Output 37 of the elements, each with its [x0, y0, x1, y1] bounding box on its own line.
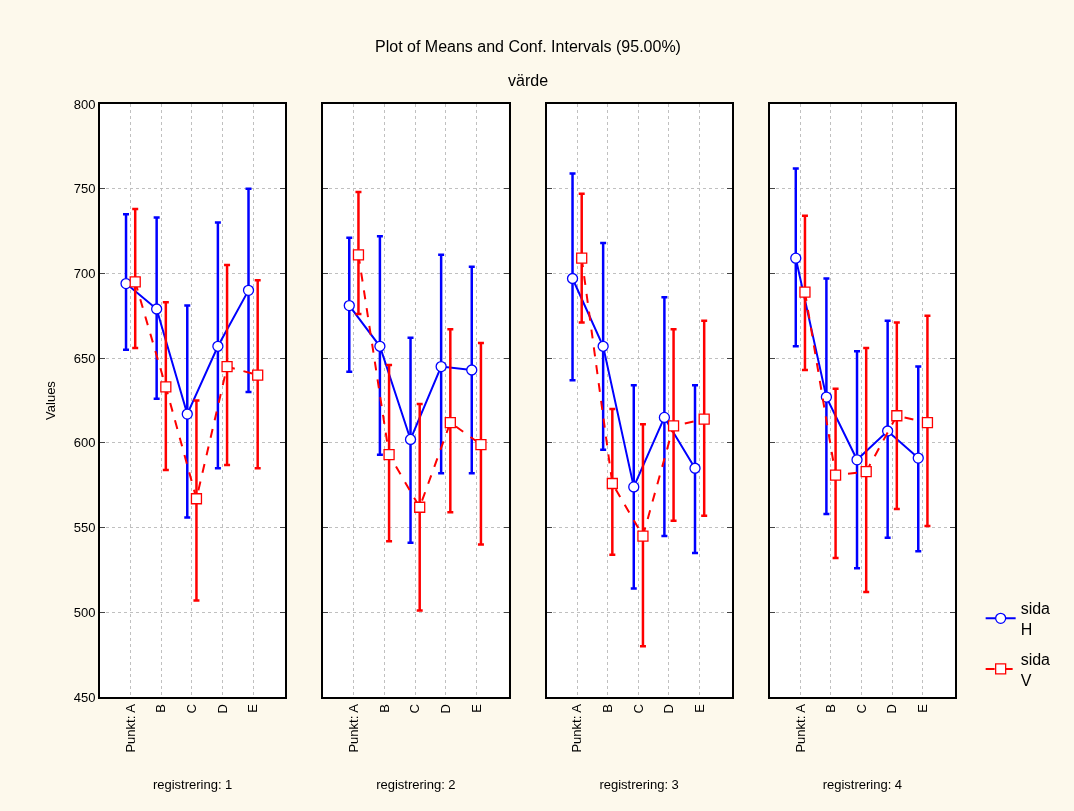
x-tick-label: C	[407, 704, 423, 714]
x-tick-label: E	[691, 703, 707, 713]
y-tick-label: 800	[73, 96, 96, 112]
legend-label: sida H	[1020, 600, 1051, 638]
x-axis-title: registrering: 3	[599, 776, 679, 792]
x-tick-label: B	[823, 704, 839, 713]
x-tick-label: D	[437, 704, 453, 714]
x-tick-label: C	[630, 704, 646, 714]
y-tick-label: 750	[73, 181, 96, 197]
x-tick-label: C	[184, 704, 200, 714]
y-tick-label: 650	[73, 350, 96, 366]
x-tick-label: B	[153, 704, 169, 713]
x-tick-label: Punkt: A	[792, 703, 808, 753]
x-tick-label: D	[214, 704, 230, 714]
x-tick-label: D	[884, 704, 900, 714]
x-tick-label: D	[661, 704, 677, 714]
x-tick-label: Punkt: A	[569, 703, 585, 753]
y-tick-label: 550	[73, 520, 96, 536]
x-tick-label: E	[245, 703, 261, 713]
x-axis-title: registrering: 2	[376, 776, 456, 792]
y-tick-label: 600	[73, 435, 96, 451]
x-axis-title: registrering: 4	[822, 776, 903, 792]
x-tick-label: Punkt: A	[346, 703, 362, 753]
chart-subtitle: värde	[508, 72, 549, 89]
x-tick-label: E	[915, 703, 931, 713]
y-axis-title: Values	[43, 380, 59, 420]
x-tick-label: E	[468, 703, 484, 713]
x-tick-label: B	[599, 704, 615, 713]
y-tick-label: 500	[73, 604, 96, 620]
x-tick-label: C	[853, 704, 869, 714]
y-tick-label: 700	[73, 265, 96, 281]
chart-title: Plot of Means and Conf. Intervals (95.00%)	[375, 38, 681, 55]
x-axis-title: registrering: 1	[152, 776, 233, 792]
y-tick-label: 450	[73, 689, 96, 705]
legend-label: sida V	[1020, 650, 1051, 689]
x-tick-label: Punkt: A	[122, 703, 138, 753]
x-tick-label: B	[376, 704, 392, 713]
